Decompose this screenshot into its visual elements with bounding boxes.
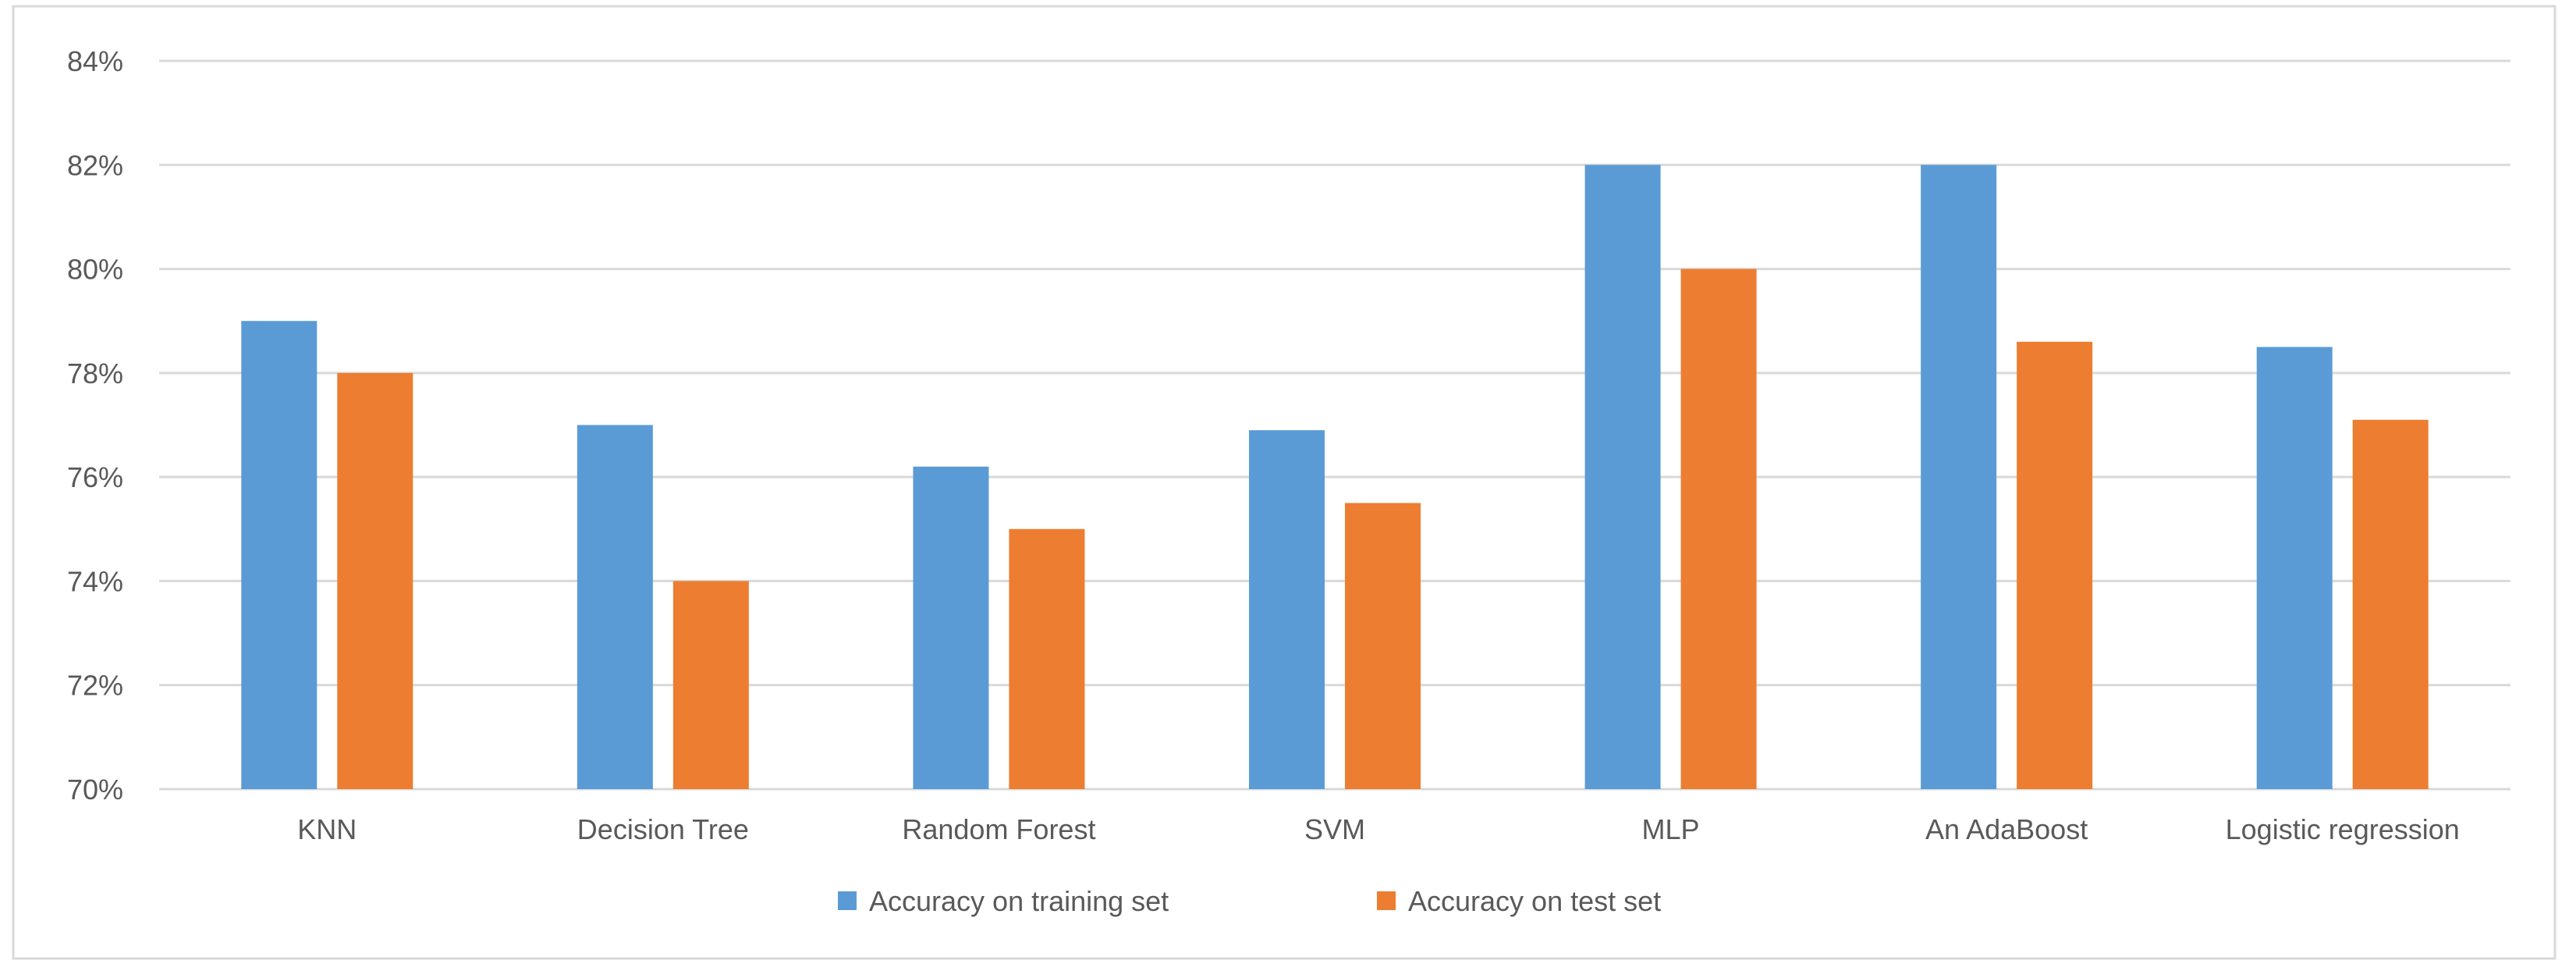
bar-test: [672, 581, 749, 789]
bar-test: [1680, 269, 1757, 790]
x-category-label: Logistic regression: [2226, 813, 2460, 845]
bar-training: [913, 466, 989, 789]
x-category-label: Decision Tree: [577, 813, 749, 845]
y-tick-label: 84%: [67, 45, 123, 77]
y-tick-label: 72%: [67, 670, 123, 702]
y-tick-label: 70%: [67, 774, 123, 806]
bar-training: [1921, 165, 1997, 790]
y-tick-label: 78%: [67, 357, 123, 389]
x-category-label: KNN: [297, 813, 357, 845]
bar-training: [1584, 165, 1661, 790]
legend-swatch: [838, 891, 857, 910]
bar-test: [2017, 341, 2093, 789]
y-tick-label: 80%: [67, 254, 123, 286]
legend-label: Accuracy on test set: [1408, 885, 1661, 917]
bar-test: [1009, 528, 1085, 789]
x-category-label: An AdaBoost: [1925, 813, 2088, 845]
x-category-label: MLP: [1642, 813, 1700, 845]
bar-training: [241, 321, 318, 789]
legend-label: Accuracy on training set: [869, 885, 1169, 917]
x-category-label: SVM: [1304, 813, 1365, 845]
bar-training: [1249, 430, 1325, 789]
bar-test: [337, 372, 413, 789]
legend-swatch: [1377, 891, 1396, 910]
y-tick-label: 74%: [67, 565, 123, 597]
bar-test: [1345, 503, 1421, 789]
bar-training: [2256, 347, 2333, 789]
x-category-label: Random Forest: [902, 813, 1095, 845]
y-tick-label: 76%: [67, 461, 123, 493]
y-tick-label: 82%: [67, 149, 123, 181]
bar-test: [2352, 419, 2429, 789]
bar-training: [577, 425, 653, 789]
